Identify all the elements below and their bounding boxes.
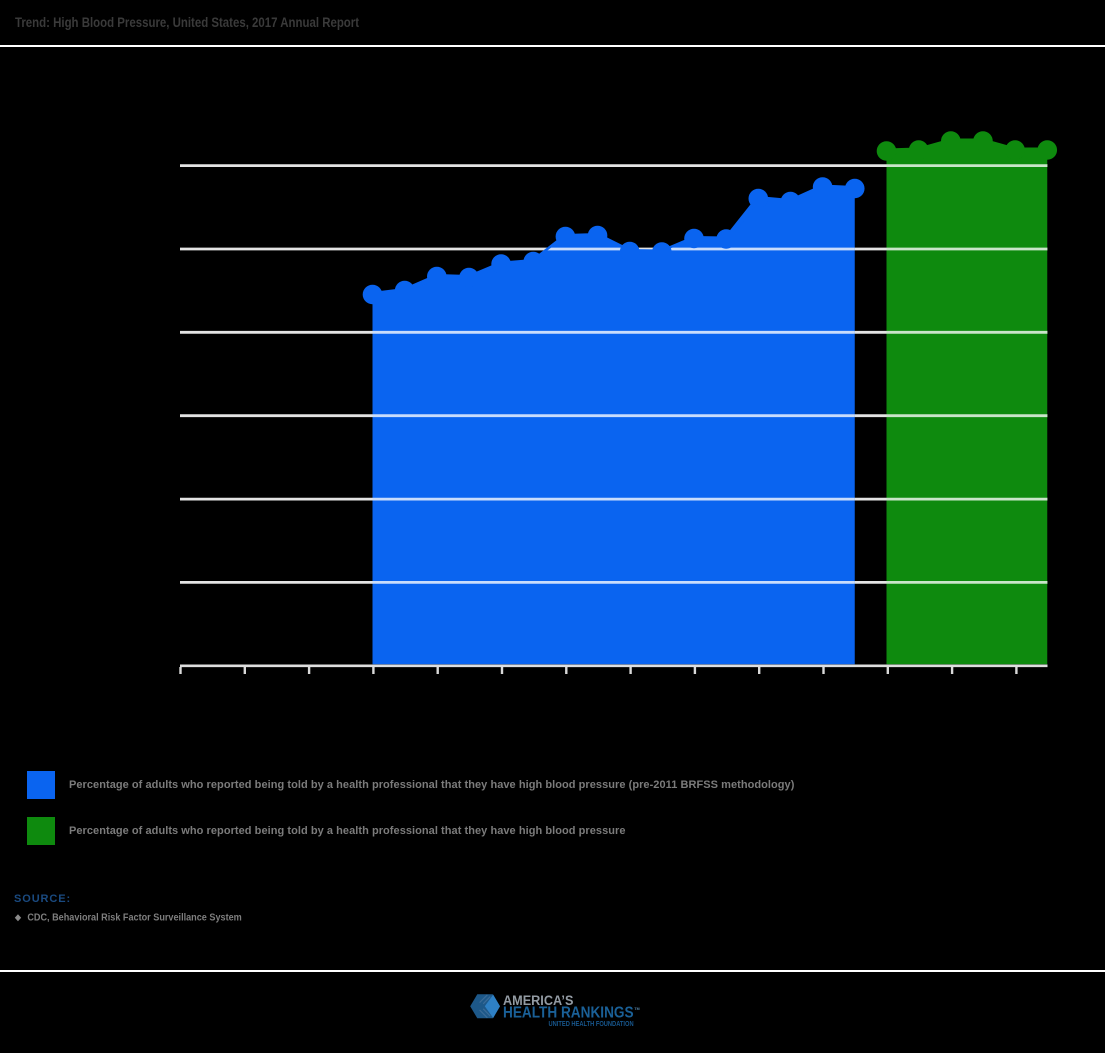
- svg-text:TM: TM: [634, 1007, 639, 1011]
- svg-text:HEALTH RANKINGS: HEALTH RANKINGS: [503, 1005, 634, 1022]
- svg-text:AMERICA’S: AMERICA’S: [503, 993, 573, 1008]
- svg-text:UNITED HEALTH FOUNDATION: UNITED HEALTH FOUNDATION: [549, 1021, 634, 1028]
